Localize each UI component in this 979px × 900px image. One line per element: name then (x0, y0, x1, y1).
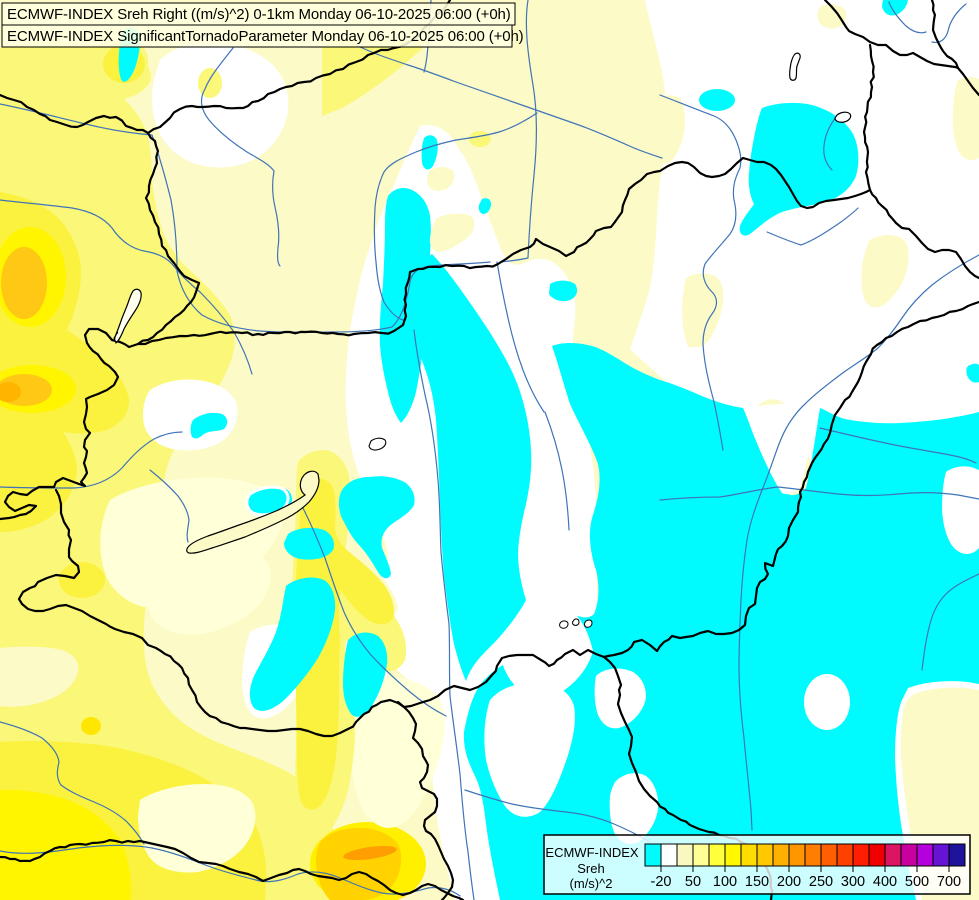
svg-text:ECMWF-INDEX Sreh Right ((m/s)^: ECMWF-INDEX Sreh Right ((m/s)^2) 0-1km M… (7, 6, 511, 23)
svg-text:150: 150 (745, 874, 769, 890)
svg-text:300: 300 (841, 874, 865, 890)
svg-text:400: 400 (873, 874, 897, 890)
svg-text:-20: -20 (651, 874, 672, 890)
svg-text:Sreh: Sreh (577, 861, 604, 876)
svg-text:ECMWF-INDEX: ECMWF-INDEX (545, 845, 638, 860)
svg-text:50: 50 (685, 874, 701, 890)
svg-text:ECMWF-INDEX SignificantTornado: ECMWF-INDEX SignificantTornadoParameter … (7, 28, 524, 45)
svg-text:500: 500 (905, 874, 929, 890)
svg-text:100: 100 (713, 874, 737, 890)
svg-text:200: 200 (777, 874, 801, 890)
svg-text:700: 700 (937, 874, 961, 890)
svg-text:(m/s)^2: (m/s)^2 (570, 876, 613, 891)
svg-text:250: 250 (809, 874, 833, 890)
